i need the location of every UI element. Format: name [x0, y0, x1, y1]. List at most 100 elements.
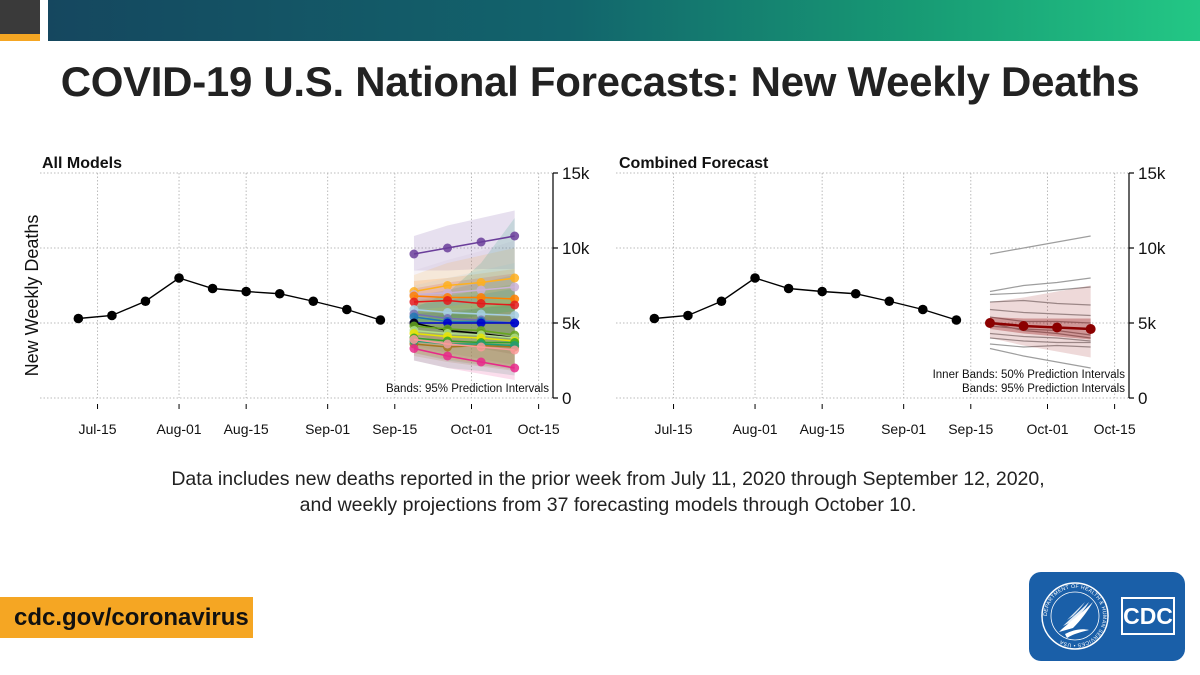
hhs-eagle-icon — [1059, 602, 1093, 638]
forecast-line — [413, 299, 515, 306]
observed-point — [342, 304, 352, 315]
forecast-point — [510, 318, 520, 328]
y-tick-label: 10k — [562, 239, 590, 258]
charts-area: All Models Jul-15 Aug-01 Aug-15 Sep-01 Sep-15… — [22, 155, 1166, 437]
model-line-gray — [989, 286, 1091, 296]
forecast-point — [510, 300, 520, 310]
forecast-point — [476, 357, 486, 367]
forecast-line — [413, 329, 515, 339]
y-tick-label: 0 — [1138, 389, 1147, 408]
chart-panel-2: Combined Forecast Jul-15 Aug-01 Aug-15 Sep-0… — [616, 155, 1166, 437]
forecast-point — [510, 231, 520, 241]
ensemble-point — [1085, 324, 1096, 334]
observed-point — [241, 286, 251, 297]
chart-title: Combined Forecast — [619, 155, 769, 172]
chart-annotation: Bands: 95% Prediction Intervals — [962, 383, 1125, 395]
model-line-gray — [989, 343, 1091, 348]
footnote-line-2: and weekly projections from 37 forecasti… — [299, 494, 917, 516]
observed-point — [73, 313, 84, 324]
forecast-line — [413, 347, 515, 369]
forecast-line — [413, 332, 515, 342]
y-axis-title: New Weekly Deaths — [22, 215, 42, 377]
page-title: COVID-19 U.S. National Forecasts: New We… — [60, 58, 1140, 105]
forecast-point — [510, 345, 520, 355]
observed-point — [683, 310, 693, 321]
x-tick-label: Sep-15 — [948, 421, 993, 437]
observed-point — [207, 283, 218, 294]
observed-point — [308, 296, 319, 307]
x-tick-label: Sep-01 — [881, 421, 926, 437]
cdc-logo: DEPARTMENT OF HEALTH & HUMAN SERVICES • … — [1029, 572, 1185, 661]
observed-line — [654, 277, 957, 321]
forecast-point — [476, 237, 486, 247]
observed-point — [951, 315, 962, 325]
forecast-point — [409, 344, 419, 353]
ensemble-band-50 — [989, 317, 1091, 340]
model-line-gray — [989, 325, 1091, 336]
url-badge[interactable]: cdc.gov/coronavirus — [0, 597, 253, 638]
forecast-point — [510, 363, 520, 373]
ensemble-band-95 — [989, 285, 1091, 358]
x-tick-label: Sep-01 — [305, 421, 350, 437]
x-tick-label: Aug-15 — [224, 421, 269, 437]
model-line-gray — [989, 235, 1091, 255]
forecast-point — [476, 285, 486, 295]
forecast-point — [443, 351, 453, 361]
x-tick-label: Aug-01 — [156, 421, 201, 437]
observed-point — [884, 296, 895, 307]
y-tick-label: 10k — [1138, 239, 1166, 258]
forecast-point — [443, 339, 453, 349]
x-tick-label: Oct-01 — [1026, 421, 1068, 437]
observed-point — [649, 313, 660, 324]
forecast-point — [476, 278, 486, 287]
ensemble-point — [1052, 322, 1063, 333]
x-tick-label: Oct-15 — [1094, 421, 1136, 437]
observed-point — [716, 296, 727, 307]
y-tick-label: 5k — [1138, 314, 1156, 333]
x-tick-label: Aug-01 — [732, 421, 777, 437]
model-line-gray — [989, 337, 1091, 344]
header-square-accent — [0, 34, 40, 41]
model-line-gray — [989, 299, 1091, 306]
forecast-point — [443, 243, 453, 253]
footnote-line-1: Data includes new deaths reported in the… — [171, 468, 1045, 490]
forecast-point — [476, 342, 486, 352]
y-tick-label: 0 — [562, 389, 571, 408]
forecast-line — [413, 277, 515, 293]
forecast-point — [409, 249, 419, 259]
forecast-band — [413, 302, 515, 370]
y-tick-label: 5k — [562, 314, 580, 333]
ensemble-point — [1018, 321, 1029, 331]
ensemble-point — [984, 318, 995, 328]
y-tick-label: 15k — [562, 164, 590, 183]
y-tick-label: 15k — [1138, 164, 1166, 183]
forecast-point — [510, 282, 520, 292]
observed-point — [918, 304, 928, 315]
observed-point — [107, 310, 117, 321]
ensemble-line — [989, 321, 1091, 331]
forecast-line — [413, 325, 515, 336]
model-line-gray — [989, 316, 1091, 324]
observed-line — [78, 277, 381, 321]
x-tick-label: Oct-01 — [450, 421, 492, 437]
x-tick-label: Sep-15 — [372, 421, 417, 437]
url-link[interactable]: cdc.gov/coronavirus — [14, 604, 249, 631]
forecast-point — [510, 273, 520, 283]
header-gradient-bar — [48, 0, 1200, 41]
observed-point — [274, 288, 285, 299]
forecast-line — [413, 308, 515, 317]
x-tick-label: Jul-15 — [78, 421, 116, 437]
model-line-gray — [989, 332, 1091, 342]
model-line-gray — [989, 347, 1091, 369]
forecast-line — [413, 235, 515, 255]
forecast-point — [510, 311, 520, 320]
forecast-band — [413, 263, 515, 346]
forecast-line — [413, 286, 515, 296]
footnote: Data includes new deaths reported in the… — [0, 466, 1200, 518]
chart-annotation: Inner Bands: 50% Prediction Intervals — [933, 369, 1126, 381]
forecast-point — [476, 299, 486, 308]
forecast-band — [413, 210, 515, 271]
observed-point — [174, 273, 184, 283]
x-tick-label: Oct-15 — [518, 421, 560, 437]
model-line-gray — [989, 277, 1091, 293]
